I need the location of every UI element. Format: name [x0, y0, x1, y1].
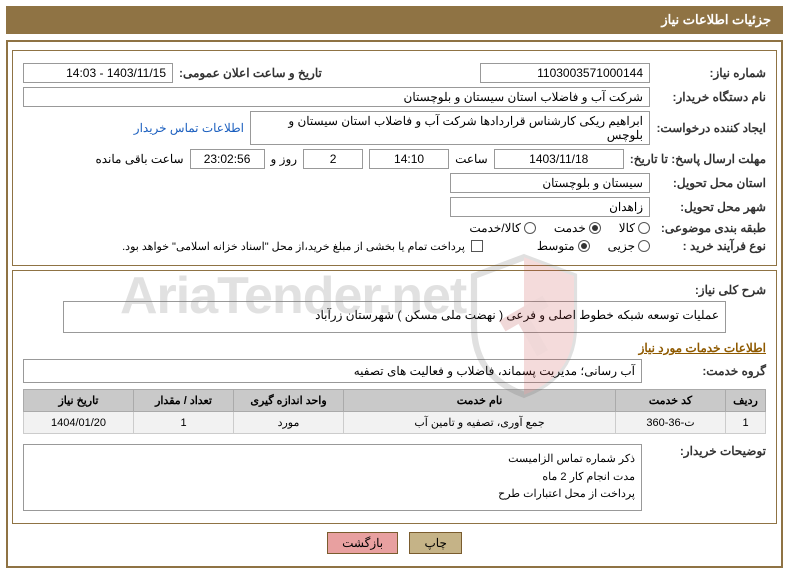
note-line: مدت انجام کار 2 ماه — [30, 469, 635, 487]
overall-label: شرح کلی نیاز: — [656, 283, 766, 297]
city-label: شهر محل تحویل: — [656, 200, 766, 214]
city-value: زاهدان — [450, 197, 650, 217]
category-label: طبقه بندی موضوعی: — [656, 221, 766, 235]
table-header: ردیف — [726, 390, 766, 412]
requester-value: ابراهیم ریکی کارشناس قراردادها شرکت آب و… — [250, 111, 650, 145]
radio-goods[interactable]: کالا — [619, 221, 650, 235]
need-no-value: 1103003571000144 — [480, 63, 650, 83]
button-row: چاپ بازگشت — [12, 532, 777, 554]
deadline-date: 1403/11/18 — [494, 149, 624, 169]
radio-both[interactable]: کالا/خدمت — [469, 221, 535, 235]
note-line: ذکر شماره تماس الزامیست — [30, 451, 635, 469]
hms-value: 23:02:56 — [190, 149, 265, 169]
table-header: واحد اندازه گیری — [234, 390, 344, 412]
radio-service-label: خدمت — [554, 221, 586, 235]
table-header: نام خدمت — [344, 390, 616, 412]
info-panel: شماره نیاز: 1103003571000144 تاریخ و ساع… — [12, 50, 777, 266]
radio-small[interactable]: جزیی — [608, 239, 650, 253]
table-cell: مورد — [234, 412, 344, 434]
main-frame: شماره نیاز: 1103003571000144 تاریخ و ساع… — [6, 40, 783, 568]
payment-checkbox[interactable] — [471, 240, 483, 252]
overall-value: عملیات توسعه شبکه خطوط اصلی و فرعی ( نهض… — [63, 301, 726, 333]
table-header: تعداد / مقدار — [134, 390, 234, 412]
print-button[interactable]: چاپ — [409, 532, 461, 554]
buyer-value: شرکت آب و فاضلاب استان سیستان و بلوچستان — [23, 87, 650, 107]
table-header: کد خدمت — [616, 390, 726, 412]
radio-medium[interactable]: متوسط — [537, 239, 590, 253]
buyer-label: نام دستگاه خریدار: — [656, 90, 766, 104]
process-label: نوع فرآیند خرید : — [656, 239, 766, 253]
remain-label: ساعت باقی مانده — [95, 152, 183, 166]
deadline-label: مهلت ارسال پاسخ: تا تاریخ: — [630, 152, 766, 166]
table-cell: 1 — [134, 412, 234, 434]
province-label: استان محل تحویل: — [656, 176, 766, 190]
table-cell: ت-36-360 — [616, 412, 726, 434]
requester-label: ایجاد کننده درخواست: — [656, 121, 766, 135]
payment-note: پرداخت تمام یا بخشی از مبلغ خرید،از محل … — [122, 240, 465, 253]
days-label: روز و — [271, 152, 298, 166]
time-label: ساعت — [455, 152, 488, 166]
group-value: آب رسانی؛ مدیریت پسماند، فاضلاب و فعالیت… — [23, 359, 642, 383]
detail-panel: شرح کلی نیاز: عملیات توسعه شبکه خطوط اصل… — [12, 270, 777, 524]
contact-link[interactable]: اطلاعات تماس خریدار — [134, 121, 244, 135]
radio-both-label: کالا/خدمت — [469, 221, 520, 235]
group-label: گروه خدمت: — [656, 364, 766, 378]
days-count: 2 — [303, 149, 363, 169]
page-title: جزئیات اطلاعات نیاز — [6, 6, 783, 34]
deadline-time: 14:10 — [369, 149, 449, 169]
province-value: سیستان و بلوچستان — [450, 173, 650, 193]
need-no-label: شماره نیاز: — [656, 66, 766, 80]
table-header: تاریخ نیاز — [24, 390, 134, 412]
radio-small-label: جزیی — [608, 239, 635, 253]
radio-service[interactable]: خدمت — [554, 221, 601, 235]
services-title: اطلاعات خدمات مورد نیاز — [23, 341, 766, 355]
back-button[interactable]: بازگشت — [327, 532, 398, 554]
table-cell: 1 — [726, 412, 766, 434]
table-row: 1ت-36-360جمع آوری، تصفیه و تامین آبمورد1… — [24, 412, 766, 434]
radio-goods-label: کالا — [619, 221, 635, 235]
publish-label: تاریخ و ساعت اعلان عمومی: — [179, 66, 322, 80]
notes-label: توضیحات خریدار: — [656, 444, 766, 458]
table-cell: جمع آوری، تصفیه و تامین آب — [344, 412, 616, 434]
table-cell: 1404/01/20 — [24, 412, 134, 434]
services-table: ردیفکد خدمتنام خدمتواحد اندازه گیریتعداد… — [23, 389, 766, 434]
publish-value: 1403/11/15 - 14:03 — [23, 63, 173, 83]
notes-box: ذکر شماره تماس الزامیستمدت انجام کار 2 م… — [23, 444, 642, 511]
note-line: پرداخت از محل اعتبارات طرح — [30, 486, 635, 504]
radio-medium-label: متوسط — [537, 239, 575, 253]
